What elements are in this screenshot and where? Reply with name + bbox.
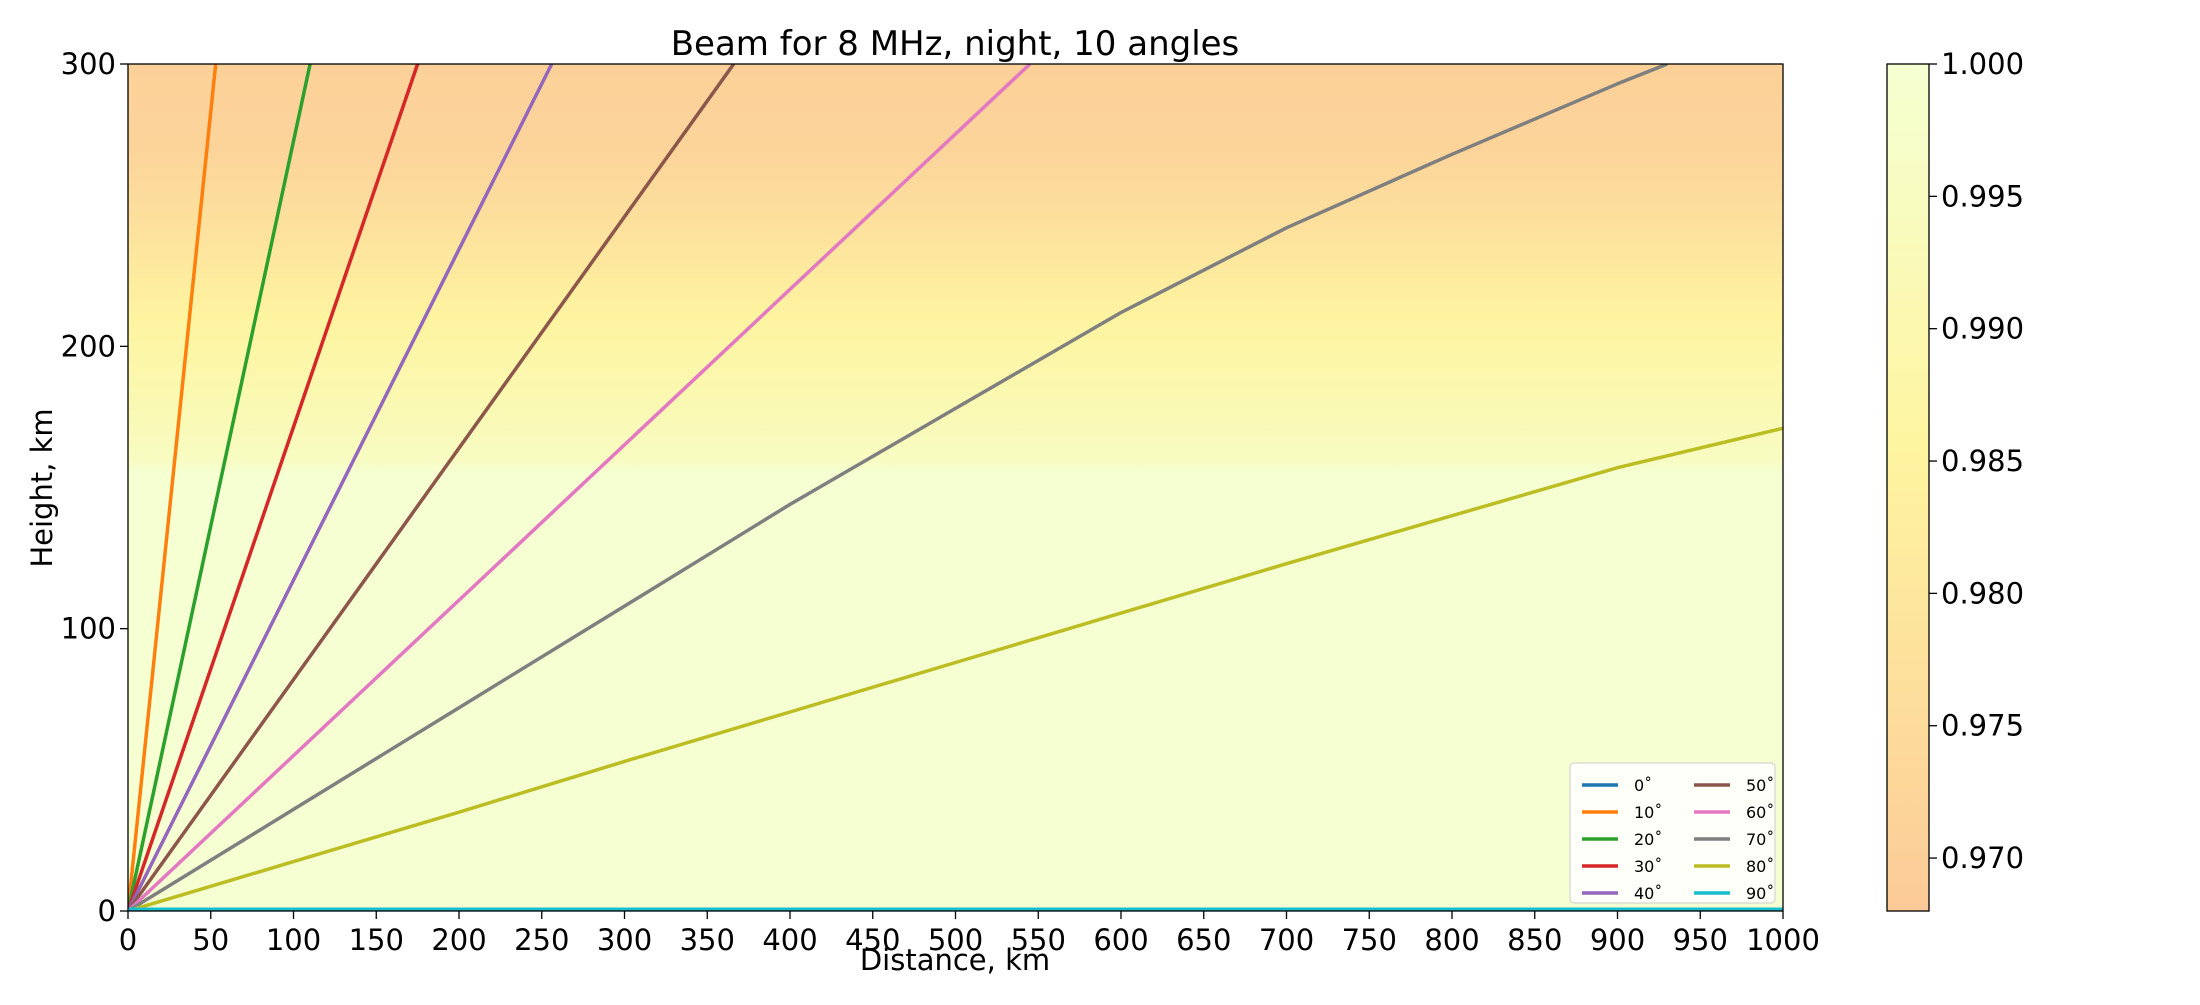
- colorbar-tick-label: 0.995: [1941, 179, 2024, 213]
- y-tick-label: 100: [61, 612, 116, 646]
- y-tick-label: 0: [98, 894, 116, 928]
- y-tick-label: 200: [61, 329, 116, 363]
- x-tick-label: 1000: [1746, 923, 1820, 957]
- legend-label: 20˚: [1634, 830, 1662, 849]
- x-tick-label: 200: [431, 923, 486, 957]
- series-line-2: [128, 64, 312, 911]
- chart-title: Beam for 8 MHz, night, 10 angles: [671, 24, 1240, 64]
- colorbar-bar: [1886, 63, 1930, 912]
- x-tick-label: 0: [119, 923, 137, 957]
- x-tick-label: 650: [1176, 923, 1231, 957]
- y-axis-label: Height, km: [25, 408, 59, 567]
- colorbar-tick-label: 0.985: [1941, 444, 2024, 478]
- series-line-8: [128, 426, 1783, 911]
- colorbar-tick-label: 0.990: [1941, 312, 2024, 346]
- series-line-7: [128, 64, 1668, 911]
- series-line-3: [128, 64, 420, 911]
- series-line-6: [128, 64, 1032, 911]
- axes-layer: 0 50 100 150 200 250 300 350 400 450 500 550 600 650 7…: [61, 47, 1820, 957]
- x-tick-label: 750: [1342, 923, 1397, 957]
- x-tick-label: 100: [266, 923, 321, 957]
- colorbar-tick-label: 0.975: [1941, 709, 2024, 743]
- legend-label: 50˚: [1746, 776, 1774, 795]
- legend-label: 80˚: [1746, 857, 1774, 876]
- series-line-5: [128, 64, 736, 911]
- legend-label: 70˚: [1746, 830, 1774, 849]
- legend-box: [1569, 762, 1776, 904]
- series-layer: [128, 64, 1783, 911]
- x-tick-label: 550: [1011, 923, 1066, 957]
- colorbar-tick-label: 0.970: [1941, 841, 2024, 875]
- y-tick-label: 300: [61, 47, 116, 81]
- series-line-1: [128, 64, 218, 911]
- x-tick-label: 600: [1093, 923, 1148, 957]
- colorbar: 1.000 0.995 0.990 0.985 0.980 0.975 0.970: [1886, 47, 2024, 912]
- x-tick-label: 950: [1673, 923, 1728, 957]
- colorbar-tick-label: 0.980: [1941, 576, 2024, 610]
- legend-label: 30˚: [1634, 857, 1662, 876]
- colorbar-tick-label: 1.000: [1941, 47, 2024, 81]
- x-tick-label: 400: [762, 923, 817, 957]
- x-tick-label: 250: [514, 923, 569, 957]
- legend-label: 10˚: [1634, 803, 1662, 822]
- legend-label: 40˚: [1634, 884, 1662, 903]
- x-tick-label: 850: [1507, 923, 1562, 957]
- legend-label: 60˚: [1746, 803, 1774, 822]
- x-tick-label: 150: [349, 923, 404, 957]
- legend-label: 90˚: [1746, 884, 1774, 903]
- x-tick-label: 350: [680, 923, 735, 957]
- legend-label: 0˚: [1634, 776, 1652, 795]
- x-tick-label: 700: [1259, 923, 1314, 957]
- x-axis-label: Distance, km: [860, 943, 1050, 977]
- x-tick-label: 800: [1424, 923, 1479, 957]
- x-tick-label: 300: [597, 923, 652, 957]
- background-field: [128, 64, 1783, 911]
- legend: 0˚ 10˚ 20˚ 30˚ 40˚ 50˚ 60˚ 70˚ 80˚ 90˚: [1569, 762, 1776, 904]
- plot-background: [128, 64, 1783, 911]
- x-tick-label: 450: [845, 923, 900, 957]
- x-tick-label: 900: [1590, 923, 1645, 957]
- x-tick-label: 500: [928, 923, 983, 957]
- x-tick-label: 50: [192, 923, 229, 957]
- series-line-4: [128, 64, 554, 911]
